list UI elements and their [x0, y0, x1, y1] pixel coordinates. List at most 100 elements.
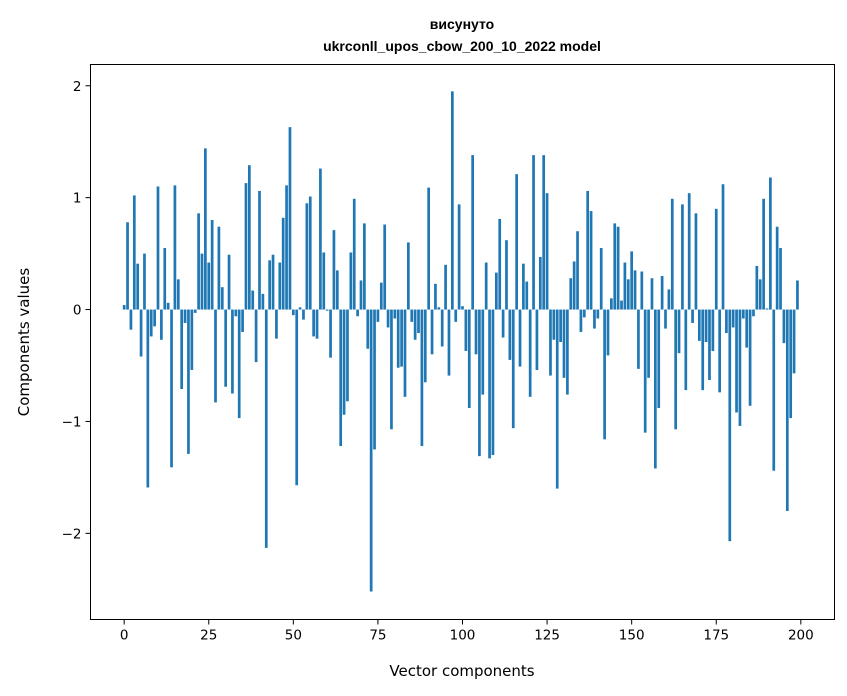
bar-105	[478, 309, 481, 457]
bar-32	[231, 309, 234, 394]
bar-117	[518, 309, 522, 367]
bar-88	[420, 309, 424, 447]
bar-147	[620, 300, 623, 310]
bar-72	[366, 309, 370, 349]
bar-101	[464, 309, 468, 351]
bar-10	[156, 186, 160, 310]
bar-43	[268, 260, 272, 310]
bar-76	[379, 282, 383, 310]
bar-64	[339, 309, 343, 447]
bar-135	[579, 309, 583, 332]
bar-70	[359, 280, 363, 310]
bar-56	[312, 309, 315, 337]
bar-73	[369, 309, 373, 592]
bar-109	[491, 309, 495, 456]
bar-165	[681, 204, 684, 310]
bar-181	[735, 309, 738, 413]
bar-87	[417, 309, 420, 334]
bar-121	[532, 155, 535, 310]
bar-27	[214, 309, 217, 403]
bar-41	[261, 293, 265, 310]
bar-166	[684, 309, 688, 391]
bar-35	[241, 309, 244, 332]
bar-197	[789, 309, 793, 419]
bar-126	[549, 309, 552, 376]
bar-156	[650, 278, 654, 310]
bar-190	[765, 308, 769, 310]
bar-11	[160, 309, 163, 340]
bar-85	[410, 309, 414, 322]
chart-title-line2: ukrconll_upos_cbow_200_10_2022 model	[323, 38, 601, 54]
x-tick-label: 200	[788, 628, 814, 644]
bar-133	[572, 261, 576, 310]
bar-55	[308, 196, 312, 310]
bar-158	[657, 309, 661, 409]
bar-118	[522, 263, 525, 310]
bar-83	[403, 309, 407, 397]
bar-141	[599, 248, 603, 310]
bar-171	[701, 309, 705, 391]
bar-199	[796, 280, 799, 310]
bar-86	[413, 309, 417, 340]
bar-182	[738, 309, 742, 426]
bar-145	[613, 223, 617, 310]
bar-22	[197, 213, 200, 310]
bar-196	[785, 309, 789, 511]
bar-159	[660, 275, 664, 310]
bar-195	[782, 309, 786, 344]
bar-62	[332, 230, 336, 310]
bar-124	[542, 155, 546, 310]
bar-8	[149, 309, 153, 337]
y-tick-label: 2	[73, 79, 82, 95]
bar-84	[407, 242, 410, 310]
bar-130	[562, 309, 566, 378]
bar-38	[251, 290, 255, 310]
bar-7	[146, 309, 150, 488]
bar-89	[423, 309, 427, 383]
bar-20	[190, 309, 194, 370]
bar-198	[792, 309, 796, 374]
bar-107	[484, 262, 488, 310]
bar-5	[139, 309, 143, 357]
bar-63	[335, 270, 339, 310]
bar-115	[511, 309, 515, 429]
bar-184	[745, 309, 749, 348]
bar-178	[725, 309, 728, 334]
bar-120	[528, 309, 532, 397]
x-tick-label: 125	[534, 628, 560, 644]
x-tick-label: 50	[285, 628, 302, 644]
bar-193	[775, 226, 779, 310]
bar-194	[779, 248, 782, 310]
bar-71	[363, 223, 366, 310]
bar-139	[593, 309, 596, 329]
bar-173	[708, 309, 711, 381]
bar-78	[386, 309, 390, 328]
bar-24	[204, 148, 207, 310]
bar-163	[674, 309, 678, 430]
bar-111	[498, 218, 502, 310]
bar-127	[552, 309, 556, 340]
bar-16	[176, 279, 180, 310]
bar-58	[319, 168, 322, 310]
bar-28	[217, 226, 221, 310]
bar-185	[748, 309, 752, 406]
bar-18	[183, 309, 187, 323]
bar-176	[718, 309, 721, 393]
x-tick-label: 75	[369, 628, 386, 644]
y-axis-ticks: −2 −1 0 1 2	[62, 79, 91, 542]
bar-110	[494, 272, 498, 310]
bar-192	[772, 309, 776, 471]
bar-53	[302, 309, 305, 320]
bar-1	[126, 222, 129, 310]
bar-112	[501, 309, 505, 338]
bar-144	[610, 298, 613, 310]
bar-37	[247, 165, 251, 310]
bar-137	[586, 190, 590, 310]
bar-151	[633, 270, 637, 310]
bar-96	[447, 309, 451, 376]
bar-93	[437, 307, 441, 310]
bar-51	[295, 309, 299, 486]
bar-113	[505, 240, 508, 310]
bar-142	[603, 309, 606, 440]
bar-9	[153, 309, 156, 327]
